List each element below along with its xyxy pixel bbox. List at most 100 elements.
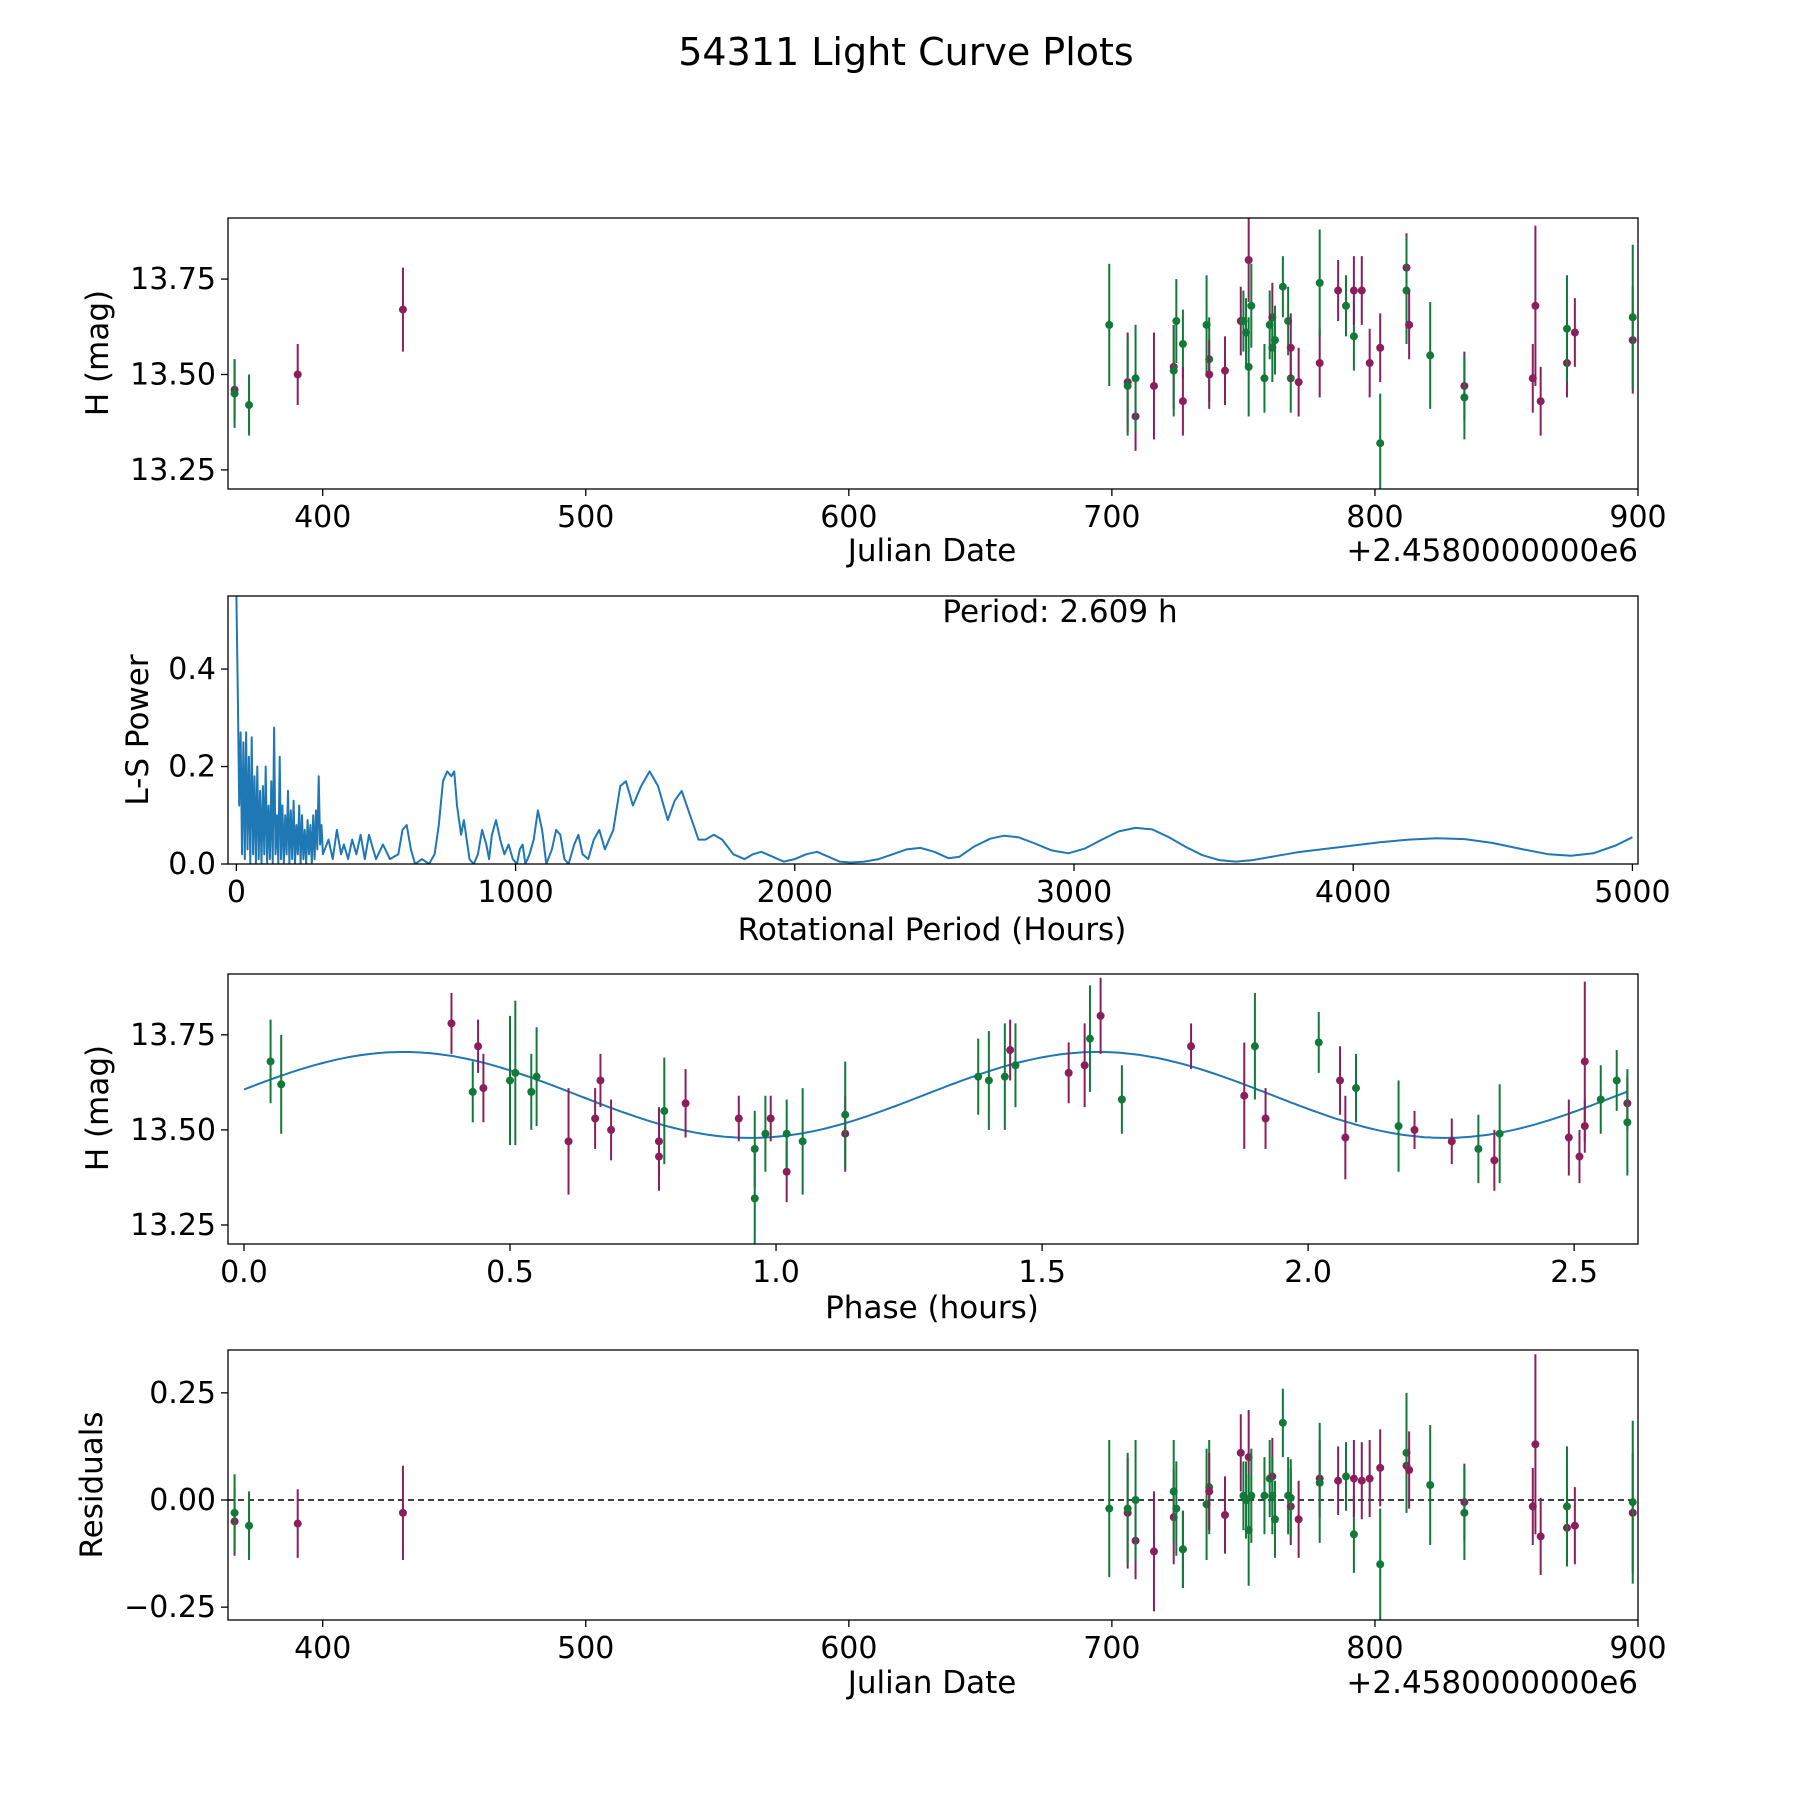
lightcurve-point: [1334, 286, 1343, 295]
lightcurve-xtick-label: 900: [1609, 500, 1666, 535]
periodogram-ytick-label: 0.4: [168, 652, 216, 687]
phased-point: [1314, 1038, 1323, 1047]
residuals-point: [1247, 1491, 1256, 1500]
phased-point: [596, 1076, 605, 1085]
residuals-point: [1270, 1515, 1279, 1524]
residuals-point: [398, 1508, 407, 1517]
phased-point: [1000, 1072, 1009, 1081]
lightcurve-ylabel: H (mag): [80, 290, 116, 416]
residuals-xtick-label: 600: [820, 1631, 877, 1666]
periodogram-line: [235, 596, 1633, 864]
lightcurve-point: [1205, 370, 1214, 379]
phased-point: [1580, 1122, 1589, 1131]
residuals-point: [1349, 1474, 1358, 1483]
residuals-point: [1149, 1547, 1158, 1556]
residuals-ytick-label: 0.00: [149, 1483, 216, 1518]
periodogram-data-area: [235, 596, 1633, 864]
residuals-point: [1536, 1532, 1545, 1541]
phased-point: [1580, 1057, 1589, 1066]
lightcurve-point: [230, 389, 239, 398]
lightcurve-point: [1260, 374, 1269, 383]
phased-point: [1447, 1137, 1456, 1146]
lightcurve-point: [1286, 343, 1295, 352]
phased-xtick-label: 1.5: [1018, 1255, 1066, 1290]
periodogram-xtick-label: 2000: [757, 875, 833, 910]
lightcurve-xtick-label: 400: [294, 500, 351, 535]
residuals-point: [1205, 1487, 1214, 1496]
panel-residuals: 400 500 600 700 800 900 −0.25 0.00 0.25 Residual…: [74, 1349, 1667, 1701]
lightcurve-ticks: 400 500 600 700 800 900 13.25 13.50 13.75: [130, 262, 1667, 535]
residuals-point: [293, 1519, 302, 1528]
phased-xtick-label: 2.5: [1550, 1255, 1598, 1290]
periodogram-xtick-label: 4000: [1315, 875, 1391, 910]
phased-point: [750, 1194, 759, 1203]
phased-point: [654, 1152, 663, 1161]
phased-xtick-label: 0.0: [220, 1255, 268, 1290]
phased-ylabel: H (mag): [80, 1045, 116, 1171]
lightcurve-point: [1628, 313, 1637, 322]
lightcurve-point: [1270, 336, 1279, 345]
residuals-xtick-label: 700: [1083, 1631, 1140, 1666]
phased-point: [1250, 1042, 1259, 1051]
lightcurve-point: [1131, 374, 1140, 383]
lightcurve-point: [1570, 328, 1579, 337]
phased-point: [660, 1106, 669, 1115]
residuals-ytick-label: −0.25: [124, 1590, 216, 1625]
fit-curve: [243, 1051, 1628, 1139]
phased-point: [1612, 1076, 1621, 1085]
phased-ytick-label: 13.50: [130, 1113, 216, 1148]
lightcurve-point: [398, 305, 407, 314]
lightcurve-frame: [227, 217, 1639, 490]
phased-point: [1394, 1122, 1403, 1131]
periodogram-ylabel: L-S Power: [120, 654, 156, 805]
lightcurve-point: [1105, 320, 1114, 329]
residuals-point: [1123, 1504, 1132, 1513]
residuals-point: [245, 1521, 254, 1530]
phased-point: [782, 1167, 791, 1176]
phased-data-area: [243, 977, 1632, 1244]
residuals-xtick-label: 900: [1609, 1631, 1666, 1666]
residuals-frame: [227, 1349, 1639, 1621]
residuals-point: [1105, 1504, 1114, 1513]
residuals-point: [1531, 1440, 1540, 1449]
phased-point: [1352, 1084, 1360, 1093]
lightcurve-point: [1426, 351, 1435, 360]
phased-point: [511, 1068, 520, 1077]
lightcurve-point: [1531, 301, 1540, 310]
phased-point: [1564, 1133, 1573, 1142]
phased-point: [974, 1072, 983, 1081]
residuals-point: [1178, 1545, 1187, 1554]
residuals-point: [1294, 1515, 1303, 1524]
residuals-xtick-label: 400: [294, 1631, 351, 1666]
residuals-xtick-label: 500: [557, 1631, 614, 1666]
phased-point: [532, 1072, 541, 1081]
phased-point: [1080, 1061, 1089, 1070]
period-annotation: Period: 2.609 h: [942, 594, 1177, 630]
residuals-point: [1172, 1504, 1181, 1513]
panel-phased: 0.0 0.5 1.0 1.5 2.0 2.5 13.25 13.50 13.75 H (mag…: [80, 973, 1639, 1326]
residuals-point: [1286, 1493, 1295, 1502]
lightcurve-point: [1244, 255, 1253, 264]
residuals-point: [1342, 1472, 1351, 1481]
residuals-point: [230, 1508, 239, 1517]
lightcurve-point: [1244, 362, 1253, 371]
residuals-point: [1562, 1502, 1571, 1511]
periodogram-xtick-label: 0: [227, 875, 246, 910]
residuals-point: [1349, 1530, 1358, 1539]
lightcurve-point: [1247, 301, 1256, 310]
periodogram-marks: [235, 596, 1633, 864]
phased-point: [1490, 1156, 1499, 1165]
phased-point: [277, 1080, 286, 1089]
lightcurve-point: [1178, 339, 1187, 348]
lightcurve-offset-text: +2.4580000000e6: [1346, 533, 1638, 569]
lightcurve-point: [1562, 324, 1571, 333]
lightcurve-xtick-label: 600: [820, 500, 877, 535]
phased-point: [766, 1114, 775, 1123]
phased-point: [527, 1087, 536, 1096]
phased-point: [841, 1110, 850, 1119]
residuals-ytick-label: 0.25: [149, 1376, 216, 1411]
lightcurve-ytick-label: 13.25: [130, 453, 216, 488]
periodogram-xtick-label: 5000: [1594, 875, 1670, 910]
lightcurve-ytick-label: 13.75: [130, 262, 216, 297]
